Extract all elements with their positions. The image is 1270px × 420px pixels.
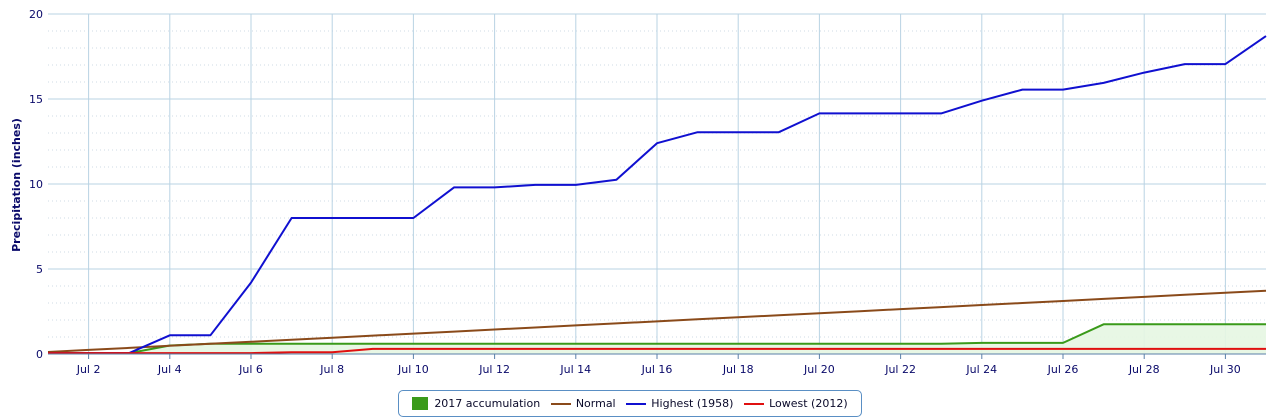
- x-tick-label: Jul 4: [157, 363, 182, 376]
- series-line-normal[interactable]: [47, 289, 1267, 353]
- y-tick-label: 15: [29, 93, 43, 106]
- series-group: [47, 35, 1267, 355]
- x-tick-label: Jul 26: [1047, 363, 1079, 376]
- legend-swatch-normal: [550, 402, 571, 405]
- x-tick-label: Jul 14: [559, 363, 591, 376]
- x-tick-label: Jul 20: [803, 363, 835, 376]
- series-area-2017-accumulation: [48, 324, 1266, 354]
- y-tick-label: 5: [36, 263, 43, 276]
- x-tick-label: Jul 10: [397, 363, 429, 376]
- legend-label-highest: Highest (1958): [651, 397, 734, 410]
- y-tick-label: 0: [36, 348, 43, 361]
- series-line-highest-1958[interactable]: [48, 35, 1267, 355]
- x-tick-label: Jul 2: [76, 363, 101, 376]
- legend-swatch-lowest: [744, 402, 765, 405]
- grid-lines: [48, 13, 1266, 355]
- x-tick-label: Jul 16: [641, 363, 673, 376]
- legend-item-accumulation[interactable]: 2017 accumulation: [412, 397, 540, 410]
- series-line-lowest-2012[interactable]: [48, 347, 1266, 355]
- x-tick-label: Jul 6: [238, 363, 263, 376]
- legend-label-accumulation: 2017 accumulation: [434, 397, 541, 410]
- y-tick-label: 20: [29, 8, 43, 21]
- legend-label-lowest: Lowest (2012): [769, 397, 848, 410]
- x-tick-label: Jul 24: [965, 363, 997, 376]
- y-axis-label: Precipitation (inches): [10, 118, 23, 252]
- x-tick-label: Jul 28: [1128, 363, 1160, 376]
- y-tick-label: 10: [29, 178, 43, 191]
- legend-item-normal[interactable]: Normal: [550, 397, 616, 410]
- legend: 2017 accumulation Normal Highest (1958) …: [398, 390, 862, 417]
- y-axis-ticks: 0 5 10 15 20: [29, 8, 43, 361]
- legend-label-normal: Normal: [575, 397, 616, 410]
- x-tick-label: Jul 18: [722, 363, 754, 376]
- x-tick-label: Jul 22: [884, 363, 916, 376]
- series-line-2017-accumulation[interactable]: [48, 323, 1266, 355]
- legend-swatch-accumulation: [412, 397, 429, 410]
- x-tick-label: Jul 30: [1209, 363, 1241, 376]
- x-tick-label: Jul 8: [319, 363, 344, 376]
- x-tick-label: Jul 12: [478, 363, 510, 376]
- legend-swatch-highest: [626, 402, 647, 405]
- legend-item-lowest[interactable]: Lowest (2012): [744, 397, 848, 410]
- x-axis-ticks: Jul 2 Jul 4 Jul 6 Jul 8 Jul 10 Jul 12 Jul 14 Ju…: [76, 354, 1241, 376]
- legend-item-highest[interactable]: Highest (1958): [626, 397, 733, 410]
